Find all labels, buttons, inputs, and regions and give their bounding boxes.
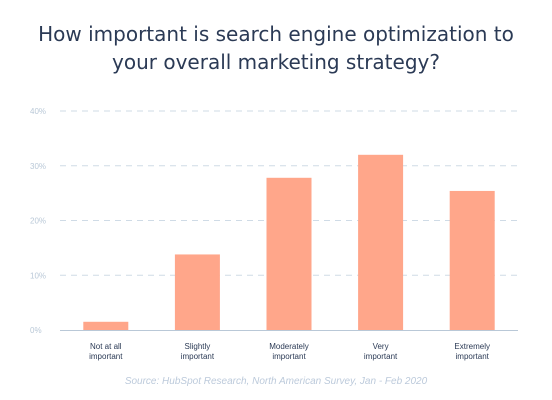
y-tick-label: 10% (30, 271, 46, 280)
x-tick-label-line: Extremely (454, 342, 490, 351)
x-tick-label: Extremely important (454, 342, 490, 361)
x-tick-label: Very important (364, 342, 398, 361)
chart-title-line-2: your overall marketing strategy? (112, 50, 440, 74)
x-tick-label: Not at all important (89, 342, 123, 361)
y-tick-label: 30% (30, 162, 46, 171)
x-tick-label-line: important (364, 352, 398, 361)
y-tick-label: 20% (30, 217, 46, 226)
x-tick-label-line: important (272, 352, 306, 361)
bar (358, 154, 404, 330)
x-tick-label-line: Very (373, 342, 389, 351)
x-tick-label-line: important (456, 352, 490, 361)
chart-title-line-1: How important is search engine optimizat… (38, 22, 514, 46)
bar (83, 321, 129, 330)
x-tick-label-line: Slightly (185, 342, 211, 351)
x-tick-label: Moderately important (269, 342, 309, 361)
bar (174, 254, 220, 330)
chart-title: How important is search engine optimizat… (0, 20, 552, 76)
bar (266, 177, 312, 330)
x-tick-label: Slightly important (181, 342, 215, 361)
bar (449, 190, 495, 330)
x-tick-label-line: important (181, 352, 215, 361)
x-tick-label-line: Moderately (269, 342, 309, 351)
y-tick-label: 40% (30, 107, 46, 116)
x-tick-label-line: Not at all (90, 342, 122, 351)
y-tick-label: 0% (30, 326, 42, 335)
x-tick-label-line: important (89, 352, 123, 361)
source-note: Source: HubSpot Research, North American… (124, 376, 428, 387)
